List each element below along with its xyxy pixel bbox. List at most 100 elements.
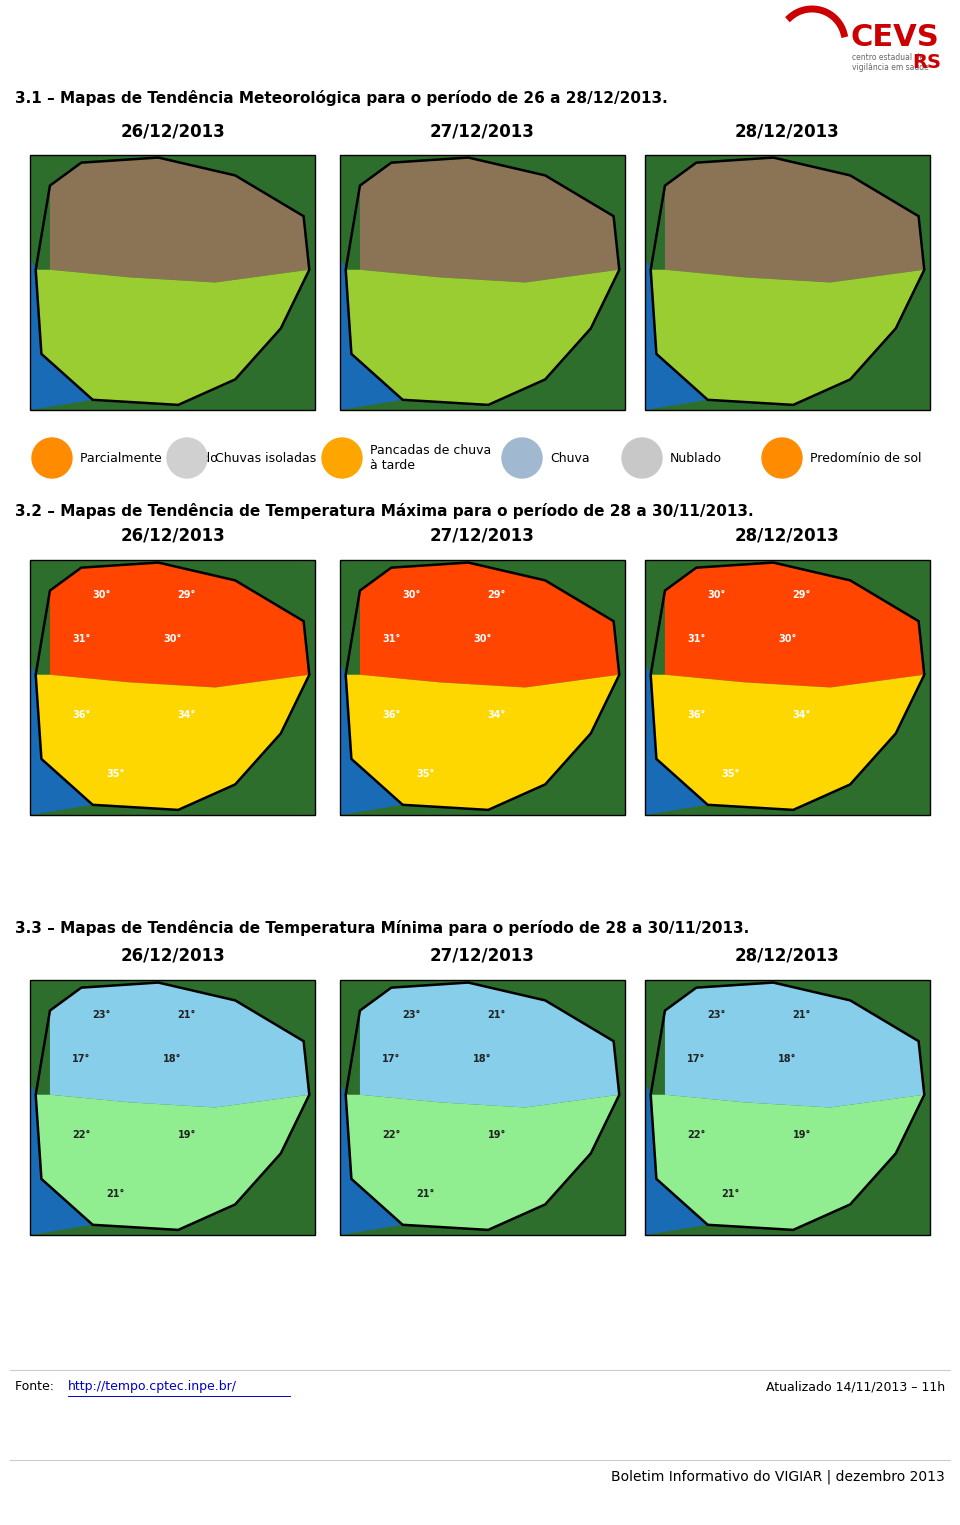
- Bar: [30, 560, 315, 814]
- Polygon shape: [346, 270, 619, 406]
- Polygon shape: [651, 1095, 924, 1229]
- Text: 19°: 19°: [488, 1130, 506, 1141]
- Polygon shape: [36, 1095, 309, 1229]
- Text: 23°: 23°: [708, 1010, 726, 1020]
- Bar: [30, 981, 315, 1235]
- Text: 30°: 30°: [779, 633, 797, 644]
- Bar: [340, 981, 625, 1235]
- Text: 29°: 29°: [793, 590, 811, 601]
- Text: 21°: 21°: [417, 1190, 435, 1199]
- Text: 30°: 30°: [402, 590, 420, 601]
- Text: 21°: 21°: [793, 1010, 811, 1020]
- Polygon shape: [346, 1095, 619, 1229]
- Text: Atualizado 14/11/2013 – 11h: Atualizado 14/11/2013 – 11h: [766, 1380, 945, 1392]
- Bar: [30, 156, 315, 410]
- Polygon shape: [346, 674, 619, 810]
- Text: 18°: 18°: [163, 1054, 181, 1063]
- Text: 30°: 30°: [708, 590, 726, 601]
- Polygon shape: [360, 982, 619, 1107]
- Bar: [645, 560, 930, 814]
- Text: 31°: 31°: [382, 633, 400, 644]
- Circle shape: [622, 438, 662, 477]
- Text: Chuvas isoladas: Chuvas isoladas: [215, 451, 316, 465]
- Text: 31°: 31°: [72, 633, 90, 644]
- Text: 22°: 22°: [687, 1130, 706, 1141]
- Text: 19°: 19°: [178, 1130, 196, 1141]
- Text: 26/12/2013: 26/12/2013: [120, 122, 225, 140]
- Text: 26/12/2013: 26/12/2013: [120, 947, 225, 965]
- Text: 35°: 35°: [107, 769, 125, 779]
- Text: 23°: 23°: [402, 1010, 420, 1020]
- Text: 22°: 22°: [72, 1130, 90, 1141]
- Text: 29°: 29°: [488, 590, 506, 601]
- Circle shape: [502, 438, 542, 477]
- Text: 22°: 22°: [382, 1130, 400, 1141]
- Text: 18°: 18°: [779, 1054, 797, 1063]
- Polygon shape: [651, 674, 924, 810]
- Circle shape: [322, 438, 362, 477]
- Text: 21°: 21°: [178, 1010, 196, 1020]
- Polygon shape: [50, 982, 309, 1107]
- Text: 17°: 17°: [382, 1054, 400, 1063]
- Text: 27/12/2013: 27/12/2013: [430, 122, 535, 140]
- Text: 18°: 18°: [473, 1054, 492, 1063]
- Text: RS: RS: [912, 53, 941, 73]
- Text: 36°: 36°: [687, 711, 706, 720]
- Polygon shape: [645, 662, 708, 814]
- Polygon shape: [30, 662, 93, 814]
- Polygon shape: [340, 1083, 402, 1235]
- Text: 29°: 29°: [178, 590, 196, 601]
- Polygon shape: [665, 563, 924, 688]
- Polygon shape: [651, 270, 924, 406]
- Text: Fonte:: Fonte:: [15, 1380, 62, 1392]
- Polygon shape: [340, 258, 402, 410]
- Polygon shape: [645, 258, 708, 410]
- Text: 36°: 36°: [382, 711, 400, 720]
- Bar: [340, 981, 625, 1235]
- Bar: [645, 981, 930, 1235]
- Text: 3.3 – Mapas de Tendência de Temperatura Mínima para o período de 28 a 30/11/2013: 3.3 – Mapas de Tendência de Temperatura …: [15, 920, 749, 936]
- Text: 34°: 34°: [178, 711, 196, 720]
- Polygon shape: [665, 982, 924, 1107]
- Bar: [340, 156, 625, 410]
- Text: 35°: 35°: [417, 769, 435, 779]
- Bar: [645, 156, 930, 410]
- Polygon shape: [30, 258, 93, 410]
- Text: Nublado: Nublado: [670, 451, 722, 465]
- Polygon shape: [50, 563, 309, 688]
- Bar: [30, 560, 315, 814]
- Bar: [30, 156, 315, 410]
- Text: 21°: 21°: [721, 1190, 740, 1199]
- Bar: [645, 560, 930, 814]
- Text: 21°: 21°: [107, 1190, 125, 1199]
- Bar: [30, 981, 315, 1235]
- Text: 27/12/2013: 27/12/2013: [430, 947, 535, 965]
- Bar: [340, 156, 625, 410]
- Text: 35°: 35°: [721, 769, 740, 779]
- Text: 26/12/2013: 26/12/2013: [120, 528, 225, 544]
- Text: Boletim Informativo do VIGIAR | dezembro 2013: Boletim Informativo do VIGIAR | dezembro…: [612, 1470, 945, 1484]
- Text: CEVS: CEVS: [850, 23, 939, 52]
- Circle shape: [167, 438, 207, 477]
- Text: Pancadas de chuva
à tarde: Pancadas de chuva à tarde: [370, 444, 492, 473]
- Polygon shape: [665, 157, 924, 282]
- Text: Chuva: Chuva: [550, 451, 589, 465]
- Text: 21°: 21°: [488, 1010, 506, 1020]
- Text: 34°: 34°: [793, 711, 811, 720]
- Text: 36°: 36°: [72, 711, 90, 720]
- Text: 3.1 – Mapas de Tendência Meteorológica para o período de 26 a 28/12/2013.: 3.1 – Mapas de Tendência Meteorológica p…: [15, 90, 668, 107]
- Text: Predomínio de sol: Predomínio de sol: [810, 451, 922, 465]
- Polygon shape: [36, 270, 309, 406]
- Text: 17°: 17°: [687, 1054, 706, 1063]
- Text: Parcialmente Nublado: Parcialmente Nublado: [80, 451, 218, 465]
- Text: 30°: 30°: [473, 633, 492, 644]
- Text: vigilância em saúde: vigilância em saúde: [852, 63, 928, 72]
- Text: 17°: 17°: [72, 1054, 90, 1063]
- Polygon shape: [36, 674, 309, 810]
- Bar: [645, 981, 930, 1235]
- Polygon shape: [30, 1083, 93, 1235]
- Text: 28/12/2013: 28/12/2013: [735, 122, 840, 140]
- Text: 30°: 30°: [163, 633, 181, 644]
- Text: 23°: 23°: [92, 1010, 110, 1020]
- Text: 19°: 19°: [793, 1130, 811, 1141]
